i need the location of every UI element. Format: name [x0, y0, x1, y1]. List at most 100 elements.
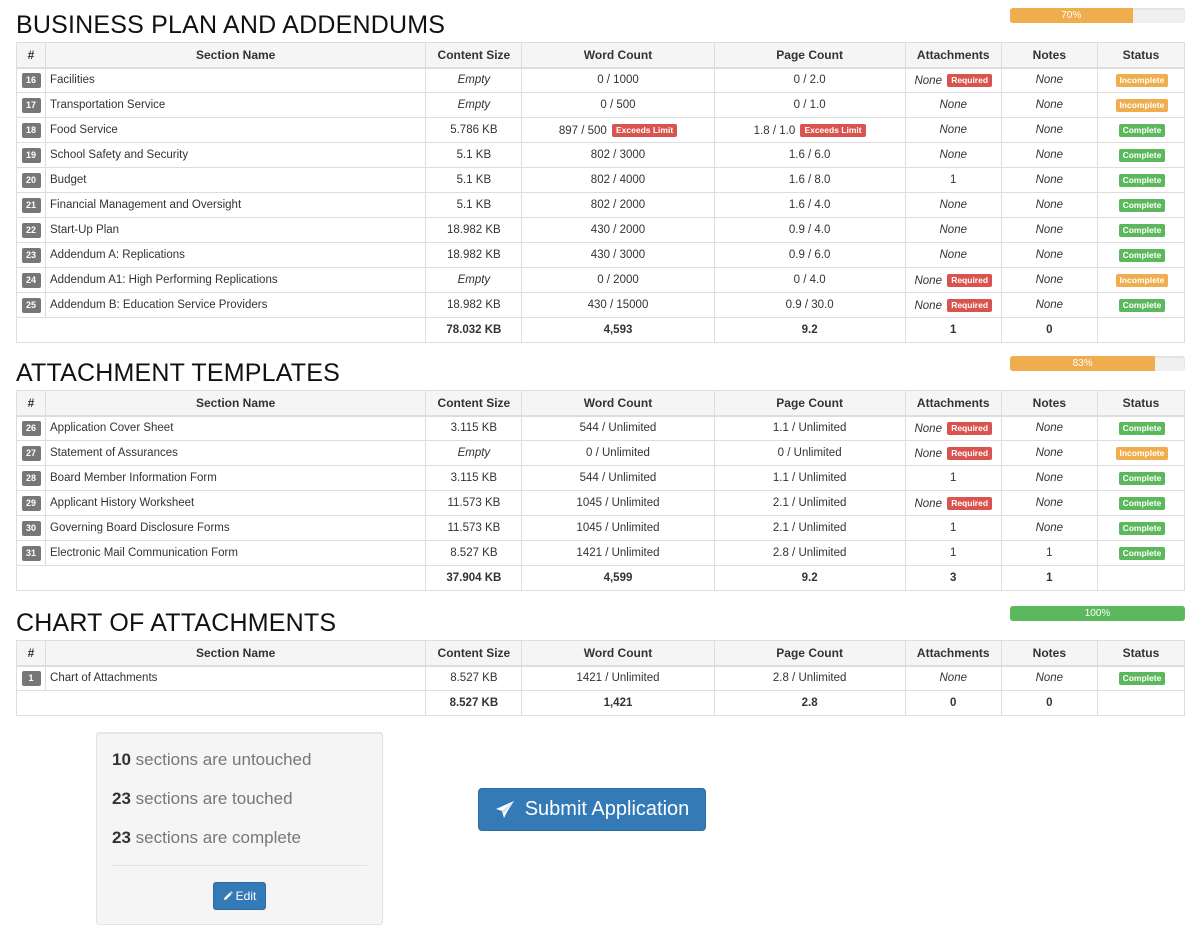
totals-row: 8.527 KB 1,421 2.8 0 0	[15, 690, 1186, 716]
content-size-cell: 18.982 KB	[425, 217, 523, 243]
totals-spacer	[15, 317, 427, 343]
section-name-link[interactable]: Food Service	[50, 124, 118, 136]
section-name-cell[interactable]: Board Member Information Form	[45, 465, 427, 491]
content-size-cell: 5.1 KB	[425, 142, 523, 168]
status-cell: Complete	[1096, 490, 1186, 516]
progress-fill: 83%	[1010, 356, 1156, 371]
page-count-cell: 0.9 / 6.0	[713, 242, 906, 268]
table-row: 25 Addendum B: Education Service Provider…	[15, 292, 1186, 318]
word-count-cell: 1421 / Unlimited	[521, 540, 715, 566]
notes-cell: 1	[1000, 540, 1098, 566]
section-name-cell[interactable]: Facilities	[45, 67, 427, 93]
section-name-cell[interactable]: Financial Management and Oversight	[45, 192, 427, 218]
row-number-cell: 16	[15, 67, 47, 93]
untouched-text: sections are untouched	[135, 750, 312, 769]
table-row: 22 Start-Up Plan 18.982 KB 430 / 2000 0.9 / …	[15, 217, 1186, 243]
progress-bar: 83%	[1010, 356, 1185, 371]
section-name-link[interactable]: Facilities	[50, 74, 95, 87]
column-header: Attachments	[904, 390, 1002, 417]
row-number-cell: 28	[15, 465, 47, 491]
word-count-value: 802 / 2000	[590, 199, 646, 211]
totals-spacer	[15, 690, 427, 716]
touched-count: 23	[112, 789, 131, 808]
section-name-link[interactable]: Governing Board Disclosure Forms	[50, 522, 230, 534]
section-name-cell[interactable]: Applicant History Worksheet	[45, 490, 427, 516]
progress-fill: 100%	[1010, 606, 1185, 621]
word-count-value: 0 / 2000	[597, 274, 639, 286]
section-name-cell[interactable]: Addendum A: Replications	[45, 242, 427, 268]
totals-row: 37.904 KB 4,599 9.2 3 1	[15, 565, 1186, 591]
required-badge: Required	[947, 273, 993, 287]
row-number-badge: 16	[21, 72, 41, 88]
page-count-value: 1.6 / 6.0	[788, 149, 831, 161]
column-header: Attachments	[904, 640, 1002, 667]
notes-cell: None	[1000, 167, 1098, 193]
row-number-badge: 18	[21, 122, 41, 138]
page-count-cell: 2.1 / Unlimited	[713, 515, 906, 541]
section-name-cell[interactable]: Statement of Assurances	[45, 440, 427, 466]
section-name-link[interactable]: Transportation Service	[50, 99, 166, 111]
row-number-badge: 28	[21, 470, 41, 486]
section-name-link[interactable]: Statement of Assurances	[50, 447, 178, 459]
total-words-cell: 4,593	[521, 317, 715, 343]
section-table: # Section Name Content Size Word Count Page …	[15, 640, 1186, 716]
section-name-cell[interactable]: Food Service	[45, 117, 427, 143]
page-count-cell: 2.1 / Unlimited	[713, 490, 906, 516]
table-row: 31 Electronic Mail Communication Form 8.52…	[15, 540, 1186, 566]
attachments-cell: 1	[904, 540, 1002, 566]
page-count-value: 1.6 / 8.0	[788, 174, 831, 186]
section-name-cell[interactable]: Chart of Attachments	[45, 665, 427, 691]
section-name-link[interactable]: Financial Management and Oversight	[50, 199, 242, 211]
attachments-cell: None	[904, 142, 1002, 168]
attachments-value: None	[914, 274, 942, 287]
section-name-cell[interactable]: Addendum A1: High Performing Replication…	[45, 267, 427, 293]
header-row: # Section Name Content Size Word Count Page …	[15, 390, 1186, 417]
attachments-cell: 1	[904, 515, 1002, 541]
section-name-cell[interactable]: Application Cover Sheet	[45, 415, 427, 441]
status-badge: Complete	[1118, 546, 1166, 560]
content-size-cell: 11.573 KB	[425, 490, 523, 516]
total-size-cell: 8.527 KB	[425, 690, 523, 716]
section-name-link[interactable]: Electronic Mail Communication Form	[50, 547, 238, 559]
section-name-link[interactable]: Chart of Attachments	[50, 672, 158, 685]
status-badge: Incomplete	[1115, 273, 1169, 287]
page-count-value: 1.1 / Unlimited	[772, 422, 847, 435]
section-name-link[interactable]: Start-Up Plan	[50, 224, 120, 236]
notes-cell: None	[1000, 515, 1098, 541]
attachments-value: 1	[950, 522, 957, 534]
section-name-cell[interactable]: Governing Board Disclosure Forms	[45, 515, 427, 541]
status-badge: Incomplete	[1115, 446, 1169, 460]
section-name-link[interactable]: Addendum A1: High Performing Replication…	[50, 274, 278, 286]
attachments-value: None	[914, 74, 942, 87]
section-name-link[interactable]: School Safety and Security	[50, 149, 189, 161]
word-count-value: 1045 / Unlimited	[576, 522, 660, 534]
word-count-value: 1421 / Unlimited	[576, 547, 660, 559]
content-size-cell: 18.982 KB	[425, 242, 523, 268]
section-name-link[interactable]: Application Cover Sheet	[50, 422, 174, 435]
complete-stat: 23 sections are complete	[112, 828, 301, 848]
section-name-link[interactable]: Addendum A: Replications	[50, 249, 185, 261]
notes-cell: None	[1000, 440, 1098, 466]
notes-cell: None	[1000, 465, 1098, 491]
section-name-link[interactable]: Addendum B: Education Service Providers	[50, 299, 268, 311]
section-name-cell[interactable]: Transportation Service	[45, 92, 427, 118]
section-name-link[interactable]: Applicant History Worksheet	[50, 497, 195, 509]
section-name-cell[interactable]: Electronic Mail Communication Form	[45, 540, 427, 566]
submit-application-button[interactable]: Submit Application	[478, 788, 706, 831]
word-count-cell: 430 / 15000	[521, 292, 715, 318]
edit-button[interactable]: Edit	[213, 882, 266, 910]
section-name-cell[interactable]: Addendum B: Education Service Providers	[45, 292, 427, 318]
attachments-cell: None	[904, 217, 1002, 243]
column-header: Status	[1096, 390, 1186, 417]
total-attachments-cell: 3	[904, 565, 1002, 591]
page-count-cell: 0 / Unlimited	[713, 440, 906, 466]
section-name-link[interactable]: Budget	[50, 174, 87, 186]
status-cell: Complete	[1096, 217, 1186, 243]
section-name-cell[interactable]: School Safety and Security	[45, 142, 427, 168]
page-count-cell: 1.6 / 6.0	[713, 142, 906, 168]
word-count-value: 0 / Unlimited	[586, 447, 650, 459]
total-pages-cell: 9.2	[713, 317, 906, 343]
section-name-cell[interactable]: Budget	[45, 167, 427, 193]
section-name-link[interactable]: Board Member Information Form	[50, 472, 217, 484]
section-name-cell[interactable]: Start-Up Plan	[45, 217, 427, 243]
